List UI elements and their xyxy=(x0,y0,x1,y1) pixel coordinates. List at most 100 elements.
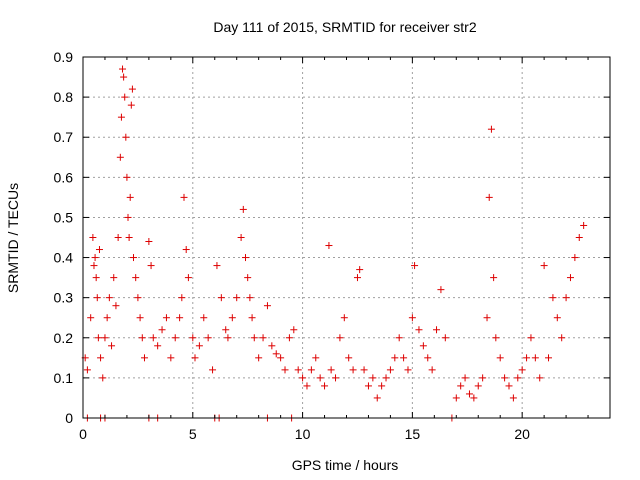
data-point xyxy=(373,394,381,402)
data-point xyxy=(281,366,289,374)
data-points xyxy=(81,65,588,422)
data-point xyxy=(312,354,320,362)
data-point xyxy=(158,326,166,334)
data-point xyxy=(479,374,487,382)
data-point xyxy=(307,366,315,374)
data-point xyxy=(259,334,267,342)
data-point xyxy=(272,350,280,358)
data-point xyxy=(327,366,335,374)
data-point xyxy=(485,193,493,201)
data-point xyxy=(184,274,192,282)
data-point xyxy=(580,221,588,229)
data-point xyxy=(509,394,517,402)
data-point xyxy=(395,334,403,342)
data-point xyxy=(514,374,522,382)
data-point xyxy=(496,354,504,362)
data-point xyxy=(95,246,103,254)
data-point xyxy=(213,262,221,270)
data-point xyxy=(470,394,478,402)
data-point xyxy=(404,366,412,374)
data-point xyxy=(303,382,311,390)
data-point xyxy=(277,354,285,362)
data-point xyxy=(222,326,230,334)
data-point xyxy=(531,354,539,362)
data-point xyxy=(558,334,566,342)
data-point xyxy=(114,234,122,241)
data-point xyxy=(138,334,146,342)
data-point xyxy=(130,254,138,262)
data-point xyxy=(89,234,97,241)
data-point xyxy=(332,374,340,382)
data-point xyxy=(415,326,423,334)
data-point xyxy=(99,374,107,382)
data-point xyxy=(132,274,140,282)
data-point xyxy=(518,366,526,374)
data-point xyxy=(200,314,208,322)
data-point xyxy=(178,294,186,302)
data-point xyxy=(171,334,179,342)
data-point xyxy=(182,246,190,254)
data-point xyxy=(112,302,120,310)
data-point xyxy=(228,314,236,322)
data-point xyxy=(285,334,293,342)
data-point xyxy=(239,205,247,213)
y-tick-label: 0.7 xyxy=(54,129,74,145)
x-tick-label: 10 xyxy=(295,426,311,442)
data-point xyxy=(122,133,130,141)
data-point xyxy=(217,294,225,302)
data-point xyxy=(540,262,548,270)
data-point xyxy=(191,354,199,362)
data-point xyxy=(360,366,368,374)
data-point xyxy=(299,374,307,382)
data-point xyxy=(101,334,109,342)
data-point xyxy=(176,314,184,322)
data-point xyxy=(505,382,513,390)
data-point xyxy=(487,125,495,133)
data-point xyxy=(424,354,432,362)
data-point xyxy=(224,334,232,342)
data-point xyxy=(364,382,372,390)
data-point xyxy=(349,366,357,374)
data-point xyxy=(195,342,203,350)
data-point xyxy=(127,101,135,109)
data-point xyxy=(408,314,416,322)
data-point xyxy=(441,334,449,342)
y-axis-label: SRMTID / TECUs xyxy=(5,183,21,293)
data-point xyxy=(419,342,427,350)
data-point xyxy=(121,93,129,101)
data-point xyxy=(549,294,557,302)
data-point xyxy=(325,242,333,250)
data-point xyxy=(336,334,344,342)
x-tick-label: 20 xyxy=(514,426,530,442)
data-point xyxy=(290,326,298,334)
data-point xyxy=(123,173,131,181)
data-point xyxy=(386,366,394,374)
data-point xyxy=(400,354,408,362)
data-point xyxy=(125,234,133,241)
data-point xyxy=(241,254,249,262)
data-point xyxy=(378,382,386,390)
data-point xyxy=(483,314,491,322)
data-point xyxy=(117,113,125,121)
data-point xyxy=(465,390,473,398)
data-point xyxy=(97,354,105,362)
data-point xyxy=(263,302,271,310)
chart-title: Day 111 of 2015, SRMTID for receiver str… xyxy=(213,19,476,35)
data-point xyxy=(566,274,574,282)
data-point xyxy=(83,366,91,374)
x-tick-label: 15 xyxy=(405,426,421,442)
y-tick-label: 0.9 xyxy=(54,49,74,65)
data-point xyxy=(180,193,188,201)
data-point xyxy=(501,374,509,382)
data-point xyxy=(353,274,361,282)
data-point xyxy=(545,354,553,362)
data-point xyxy=(340,314,348,322)
data-point xyxy=(562,294,570,302)
data-point xyxy=(268,342,276,350)
x-tick-label: 0 xyxy=(79,426,87,442)
data-point xyxy=(523,354,531,362)
data-point xyxy=(134,294,142,302)
y-tick-label: 0.1 xyxy=(54,370,74,386)
y-tick-label: 0.3 xyxy=(54,290,74,306)
